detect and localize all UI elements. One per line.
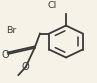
Text: O: O <box>1 50 9 60</box>
Text: Br: Br <box>7 26 17 35</box>
Text: Cl: Cl <box>47 1 57 10</box>
Text: O: O <box>22 62 30 72</box>
